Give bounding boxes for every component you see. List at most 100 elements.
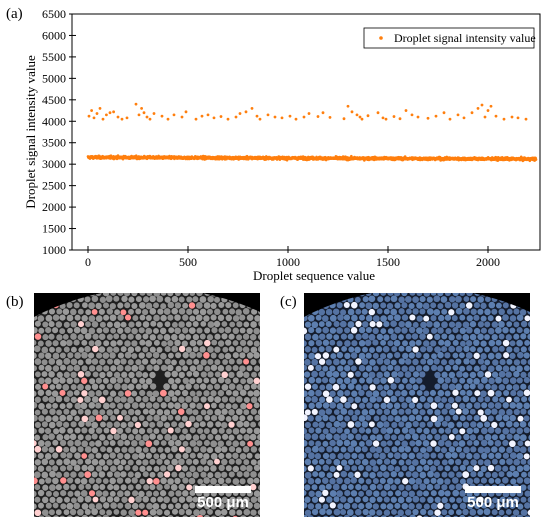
droplet <box>153 327 159 334</box>
droplet <box>495 390 502 397</box>
droplet <box>524 490 530 497</box>
droplet <box>66 515 74 517</box>
droplet-positive <box>34 440 37 447</box>
droplet-positive <box>409 314 416 321</box>
micrograph-fluorescence: 500 μm <box>34 293 260 517</box>
droplet <box>200 359 207 366</box>
droplet <box>254 414 260 421</box>
droplet <box>199 509 206 516</box>
droplet <box>131 302 138 310</box>
droplet <box>239 415 246 422</box>
droplet <box>60 339 67 347</box>
droplet <box>315 364 322 372</box>
droplet-positive <box>495 315 502 322</box>
droplet <box>189 452 196 459</box>
droplet <box>382 471 390 478</box>
droplet <box>477 333 484 341</box>
droplet <box>452 440 459 447</box>
droplet <box>167 390 175 397</box>
droplet <box>48 321 55 328</box>
droplet <box>506 458 513 465</box>
droplet <box>196 377 203 384</box>
droplet <box>171 370 178 378</box>
droplet <box>325 383 333 391</box>
droplet <box>505 334 512 341</box>
droplet <box>373 403 380 409</box>
data-point-high <box>360 117 364 121</box>
droplet <box>373 377 380 385</box>
droplet <box>527 333 530 340</box>
droplet <box>430 340 437 347</box>
droplet <box>416 452 423 460</box>
droplet <box>513 333 520 340</box>
droplet <box>55 395 63 403</box>
droplet <box>218 502 225 510</box>
droplet-positive <box>503 352 510 359</box>
droplet <box>401 427 409 434</box>
droplet <box>433 295 441 303</box>
droplet <box>336 414 344 422</box>
droplet <box>368 371 376 379</box>
droplet <box>463 383 470 390</box>
droplet <box>45 403 52 409</box>
droplet <box>127 434 135 441</box>
droplet <box>452 428 459 435</box>
droplet-positive <box>355 320 362 328</box>
droplet <box>440 359 448 366</box>
droplet <box>192 395 200 403</box>
droplet <box>142 321 150 328</box>
droplet <box>225 440 232 447</box>
droplet <box>477 358 485 365</box>
droplet <box>307 389 315 397</box>
droplet-positive <box>203 352 210 359</box>
droplet <box>318 421 325 429</box>
droplet <box>66 377 74 385</box>
droplet <box>178 396 185 403</box>
droplet <box>74 477 81 485</box>
droplet <box>164 296 171 303</box>
droplet <box>232 315 240 322</box>
droplet <box>160 402 167 409</box>
droplet <box>106 471 113 478</box>
droplet <box>109 314 117 322</box>
droplet <box>257 459 260 466</box>
droplet <box>394 351 401 359</box>
droplet <box>178 296 185 303</box>
droplet <box>91 447 99 454</box>
droplet <box>362 321 369 328</box>
droplet <box>308 327 315 334</box>
droplet <box>391 508 397 515</box>
droplet <box>491 384 498 391</box>
droplet <box>182 477 189 484</box>
droplet <box>203 465 210 472</box>
droplet <box>174 439 182 447</box>
droplet <box>142 434 150 441</box>
droplet <box>466 503 474 510</box>
droplet <box>91 383 99 390</box>
droplet <box>160 314 167 322</box>
droplet <box>170 408 177 415</box>
droplet <box>527 496 530 503</box>
droplet <box>423 415 430 422</box>
droplet <box>135 296 142 303</box>
droplet <box>121 446 128 453</box>
droplet <box>304 358 311 366</box>
droplet <box>138 364 145 371</box>
droplet <box>488 377 495 385</box>
droplet <box>192 370 200 378</box>
droplet <box>502 365 510 372</box>
droplet-positive <box>372 440 380 447</box>
droplet <box>48 371 55 378</box>
droplet <box>37 439 45 447</box>
droplet <box>333 334 340 341</box>
data-point-high <box>462 116 466 120</box>
droplet <box>185 433 192 441</box>
droplet <box>481 452 488 460</box>
droplet <box>52 415 59 422</box>
droplet <box>516 390 524 397</box>
droplet <box>366 402 373 409</box>
droplet <box>207 346 214 353</box>
droplet <box>419 433 427 441</box>
data-point-high <box>244 110 248 114</box>
droplet <box>325 359 332 366</box>
